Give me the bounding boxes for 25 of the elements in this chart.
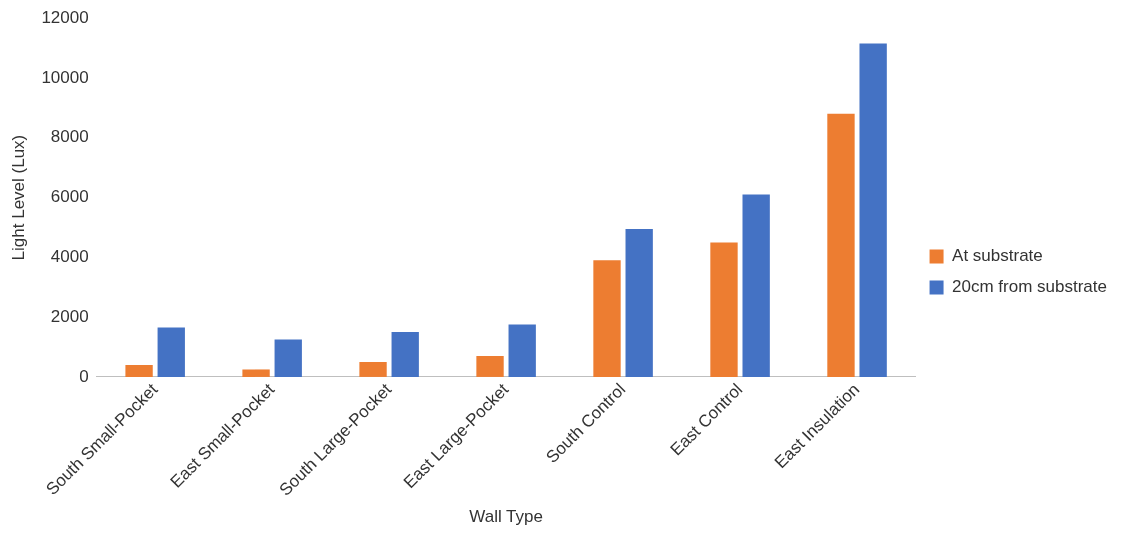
bar xyxy=(359,361,387,377)
legend-label: At substrate xyxy=(952,246,1043,266)
bar xyxy=(391,332,419,377)
bar xyxy=(242,369,270,377)
bar xyxy=(625,228,653,377)
bar xyxy=(274,339,302,377)
y-axis-title: Light Level (Lux) xyxy=(8,134,28,261)
legend-label: 20cm from substrate xyxy=(952,277,1108,297)
y-tick-label: 8000 xyxy=(50,127,89,147)
y-tick-label: 10000 xyxy=(41,67,89,87)
bar xyxy=(476,356,504,377)
bar xyxy=(827,113,855,377)
bar xyxy=(593,260,621,377)
bar xyxy=(125,364,153,377)
bar xyxy=(508,324,536,377)
y-tick-label: 2000 xyxy=(50,306,89,326)
y-tick-label: 6000 xyxy=(50,187,89,207)
bar xyxy=(742,194,770,377)
bar xyxy=(859,43,887,377)
x-axis-title: Wall Type xyxy=(469,507,543,527)
bar xyxy=(710,242,738,377)
y-tick-label: 0 xyxy=(79,366,89,386)
bar xyxy=(157,327,185,377)
y-tick-label: 4000 xyxy=(50,247,89,267)
y-tick-label: 12000 xyxy=(41,7,89,27)
